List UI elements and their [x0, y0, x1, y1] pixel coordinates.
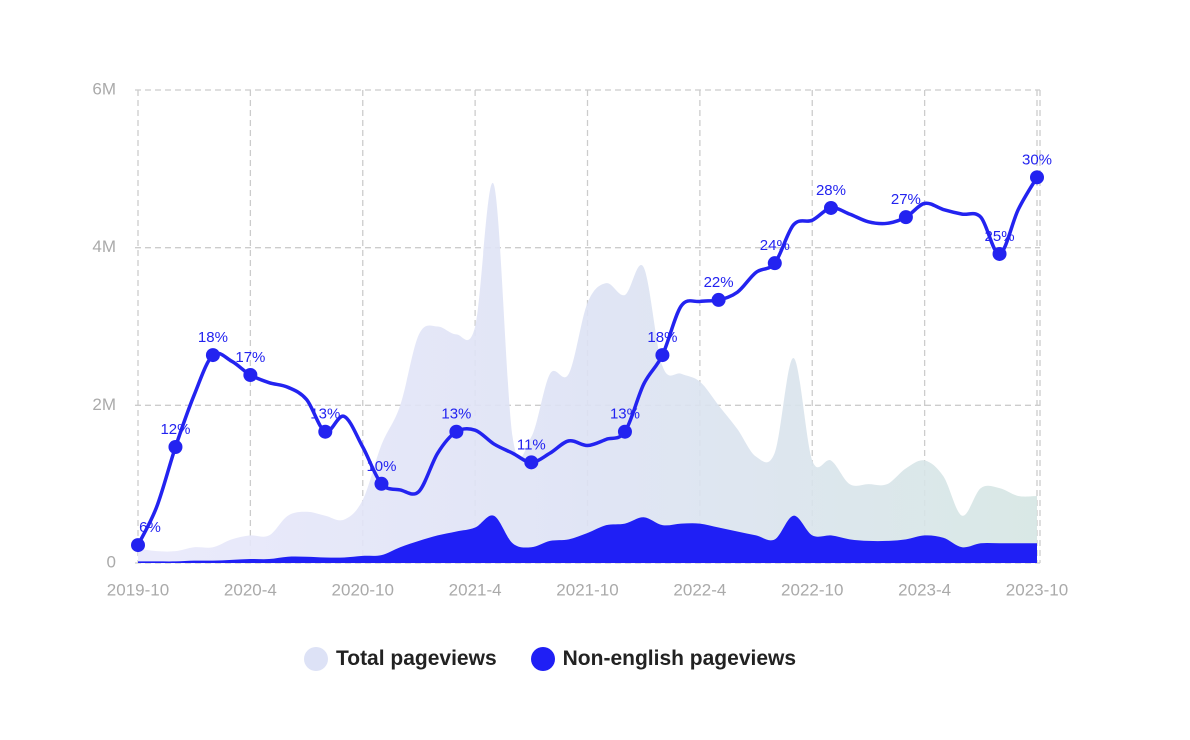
- data-label: 28%: [816, 182, 846, 199]
- x-tick-label: 2023-4: [898, 580, 951, 599]
- point: [898, 210, 913, 225]
- data-label: 18%: [647, 329, 677, 346]
- legend-label: Non-english pageviews: [562, 647, 797, 670]
- point: [823, 200, 838, 215]
- data-label: 17%: [235, 349, 265, 366]
- x-tick-label: 2020-10: [332, 580, 394, 599]
- x-tick-label: 2023-10: [1006, 580, 1068, 599]
- point: [524, 455, 539, 470]
- point: [711, 292, 726, 307]
- x-tick-label: 2019-10: [107, 580, 169, 599]
- point: [767, 256, 782, 271]
- data-label: 13%: [610, 406, 640, 423]
- point: [449, 424, 464, 439]
- data-label: 27%: [891, 191, 921, 208]
- x-tick-label: 2020-4: [224, 580, 277, 599]
- point: [1030, 170, 1044, 185]
- point: [168, 440, 183, 455]
- y-tick-label: 6M: [92, 79, 116, 98]
- data-label: 13%: [441, 406, 471, 423]
- data-label: 30%: [1022, 151, 1052, 168]
- x-tick-label: 2021-4: [449, 580, 502, 599]
- point: [992, 246, 1007, 261]
- point: [374, 476, 389, 491]
- chart: 0 2M 4M 6M 2019-10 2020-4 2020-10 2021-4 2021-10…: [92, 79, 1068, 599]
- line: [136, 176, 1039, 546]
- data-label: 6%: [139, 519, 161, 536]
- y-tick-label: 4M: [92, 237, 116, 256]
- point: [318, 424, 333, 439]
- point: [205, 348, 220, 363]
- y-tick-label: 2M: [92, 395, 116, 414]
- legend-swatch: [530, 647, 555, 671]
- data-label: 11%: [517, 436, 546, 453]
- y-tick-label: 0: [107, 552, 116, 571]
- x-tick-label: 2021-10: [556, 580, 618, 599]
- point: [655, 348, 670, 363]
- area: [138, 515, 1037, 563]
- x-tick-label: 2022-4: [673, 580, 726, 599]
- legend: Total pageviews Non-english pageviews: [0, 647, 1100, 671]
- data-label: 18%: [198, 329, 228, 346]
- point: [617, 424, 632, 439]
- data-label: 13%: [310, 406, 340, 423]
- data-label: 25%: [985, 228, 1015, 245]
- point: [243, 367, 258, 382]
- data-label: 24%: [760, 237, 790, 254]
- legend-swatch: [303, 647, 328, 671]
- point: [131, 538, 145, 553]
- data-label: 12%: [160, 421, 190, 438]
- area: [138, 182, 1037, 563]
- data-label: 10%: [366, 458, 396, 475]
- legend-item[interactable]: Non-english pageviews: [530, 647, 797, 671]
- legend-label: Total pageviews: [335, 647, 497, 670]
- data-label: 22%: [704, 274, 734, 291]
- legend-item[interactable]: Total pageviews: [303, 647, 497, 671]
- x-tick-label: 2022-10: [781, 580, 843, 599]
